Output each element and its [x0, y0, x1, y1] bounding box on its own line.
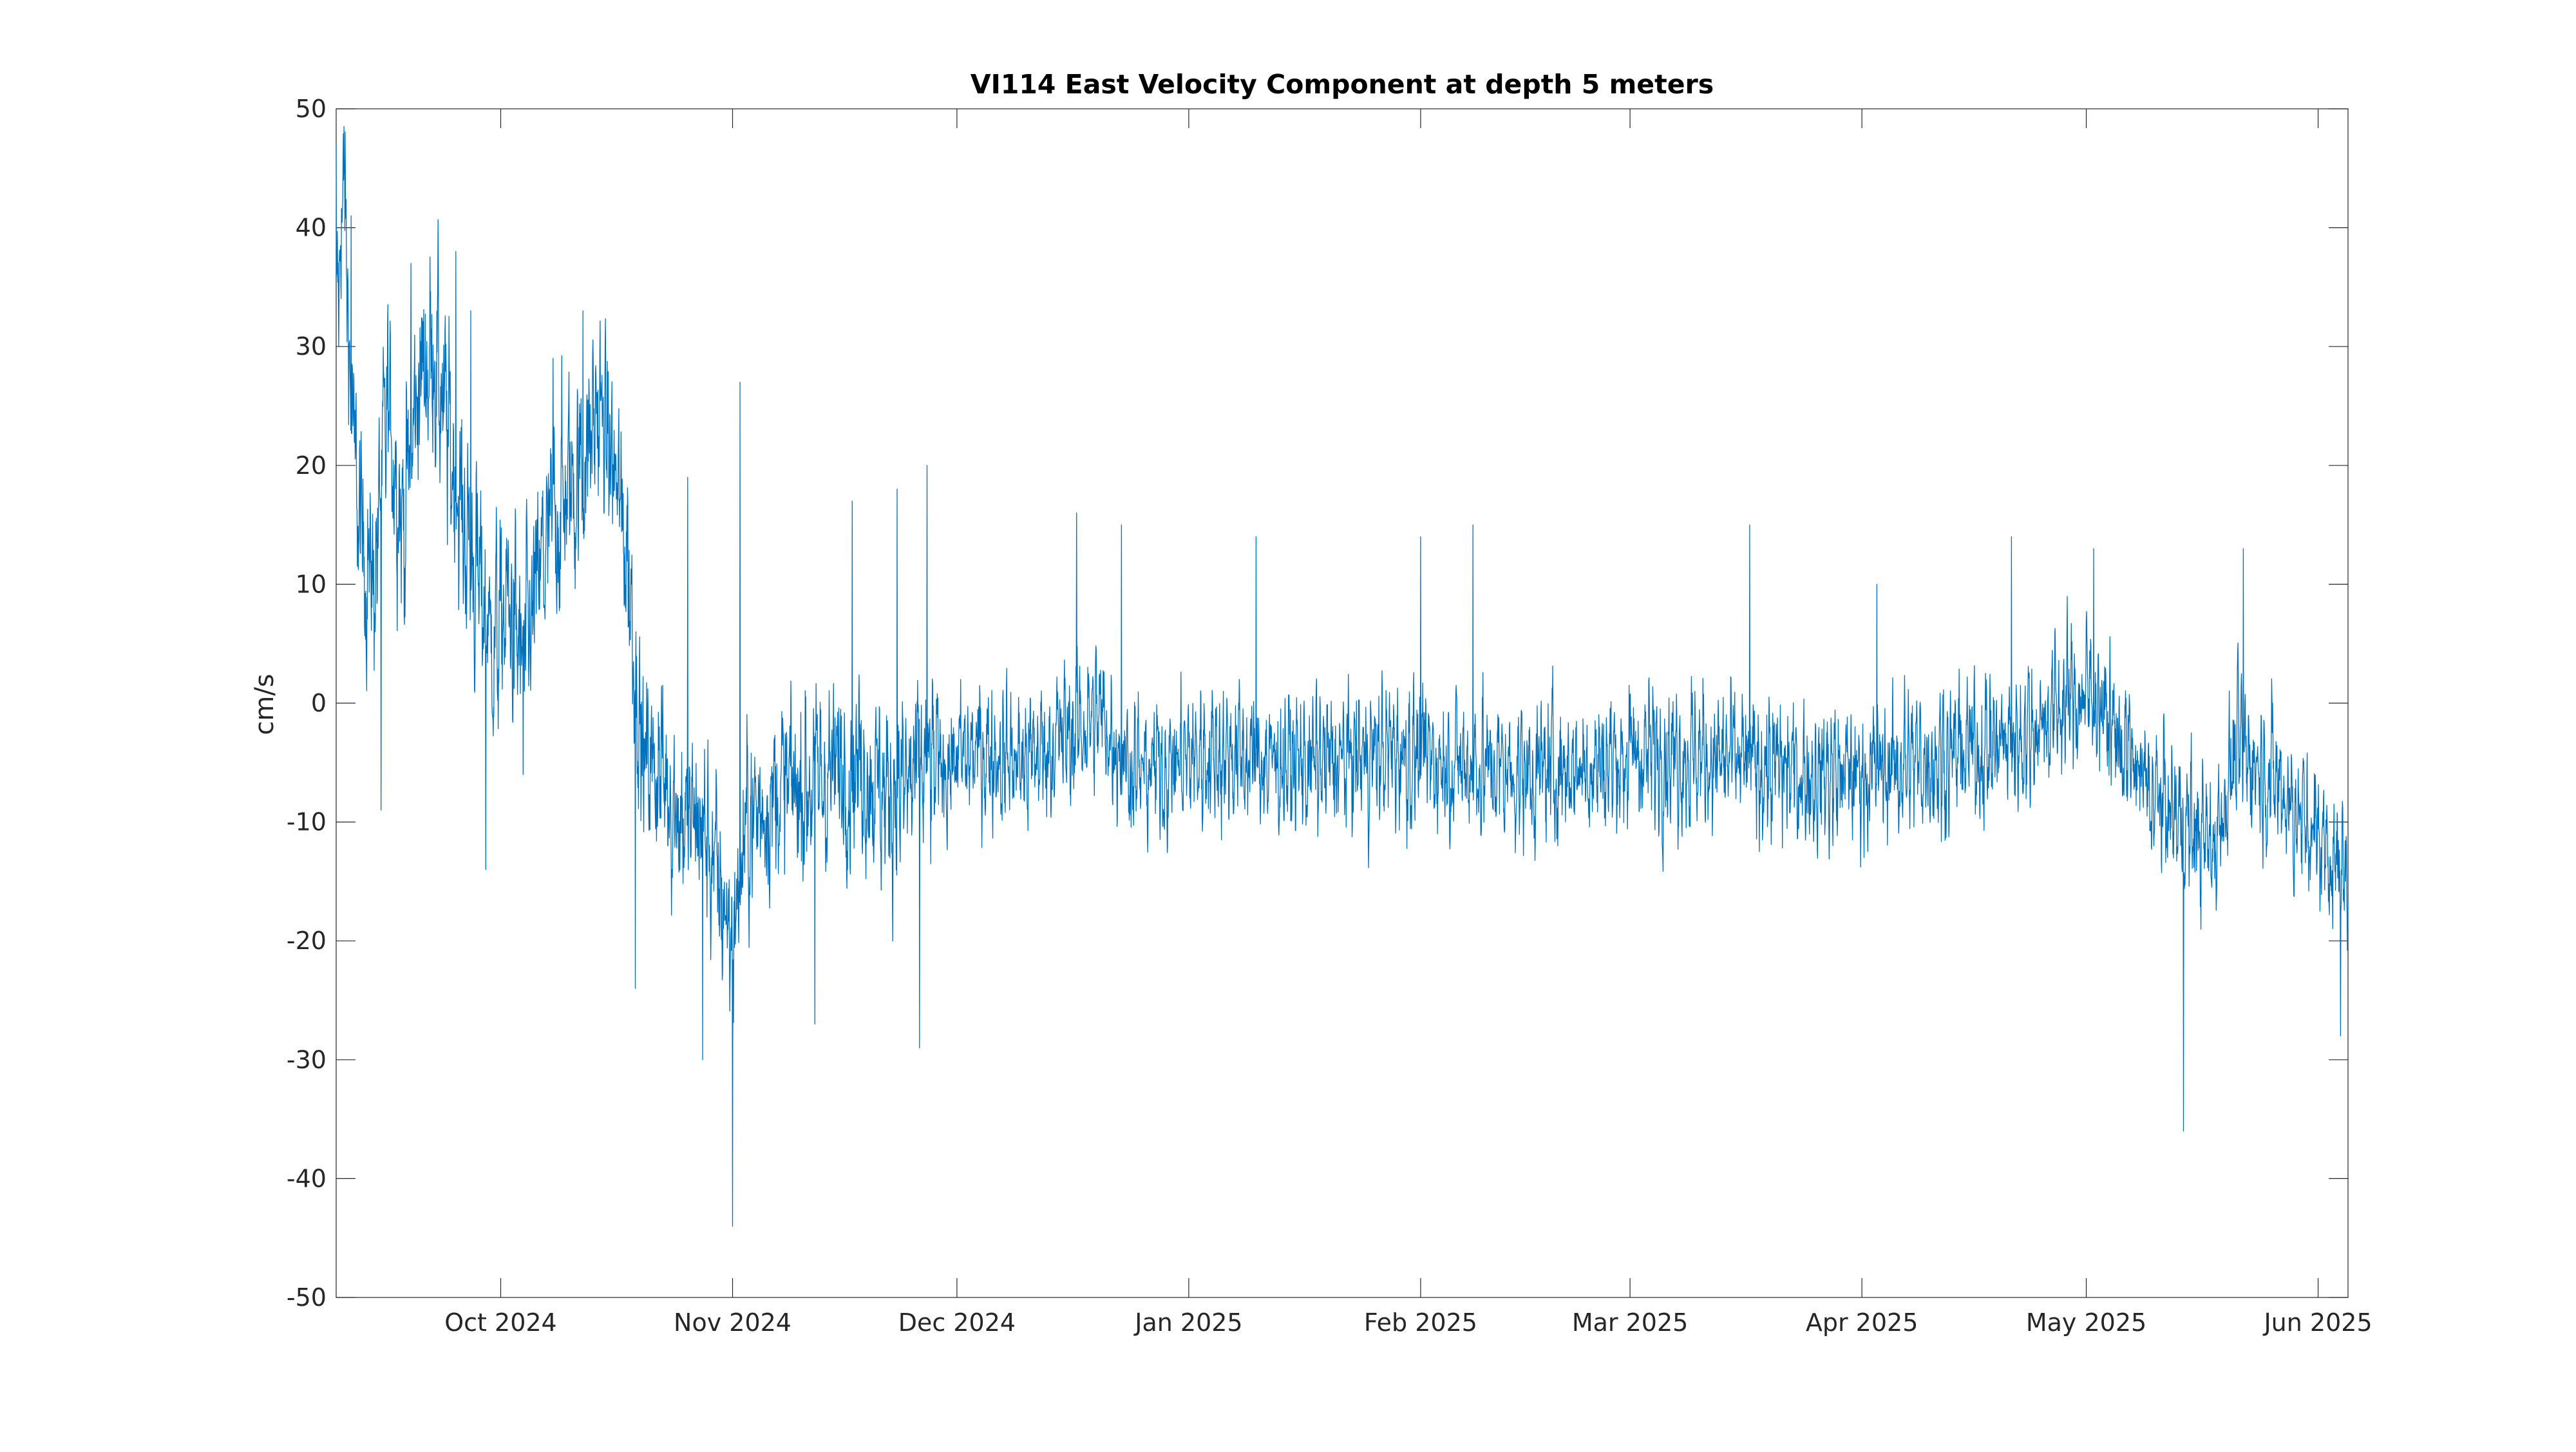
x-tick-label: Jan 2025	[1133, 1308, 1242, 1337]
y-tick-label: 20	[296, 451, 327, 480]
x-tick-label: Nov 2024	[674, 1308, 791, 1337]
y-tick-label: -50	[287, 1283, 327, 1312]
x-tick-label: May 2025	[2026, 1308, 2146, 1337]
chart-title: VI114 East Velocity Component at depth 5…	[971, 69, 1714, 100]
x-tick-label: Dec 2024	[898, 1308, 1016, 1337]
y-tick-label: -20	[287, 927, 327, 955]
series-layer	[336, 126, 2348, 1226]
x-tick-label: Mar 2025	[1572, 1308, 1688, 1337]
y-tick-label: -40	[287, 1164, 327, 1193]
y-tick-label: -30	[287, 1046, 327, 1074]
y-tick-label: 0	[311, 689, 327, 717]
x-tick-label: Oct 2024	[444, 1308, 557, 1337]
y-tick-label: 50	[296, 95, 327, 123]
y-tick-label: -10	[287, 808, 327, 836]
y-axis-label: cm/s	[250, 674, 279, 735]
x-tick-label: Feb 2025	[1364, 1308, 1477, 1337]
series-line	[336, 126, 2348, 1226]
x-tick-label: Apr 2025	[1806, 1308, 1918, 1337]
x-tick-label: Jun 2025	[2262, 1308, 2372, 1337]
y-tick-label: 10	[296, 570, 327, 598]
y-tick-label: 30	[296, 332, 327, 361]
plot-area-frame	[336, 109, 2348, 1297]
y-tick-label: 40	[296, 214, 327, 242]
y-axis: 50 40 30 20 10 0 -10 -20 -30 -40 -50	[287, 95, 2348, 1312]
